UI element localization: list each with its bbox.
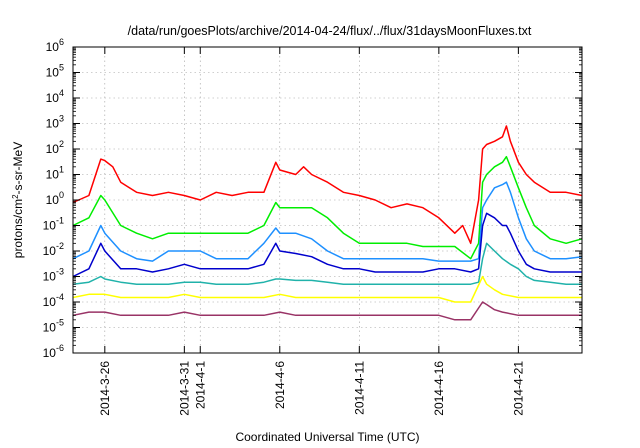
y-tick-labels: 10-610-510-410-310-210-11001011021031041… xyxy=(43,37,64,360)
y-tick-exponent: 2 xyxy=(59,139,64,149)
axis-ticks xyxy=(73,46,582,354)
y-tick-base: 10 xyxy=(46,117,60,131)
y-tick-exponent: 1 xyxy=(59,165,64,175)
y-tick-base: 10 xyxy=(43,244,57,258)
y-tick-label: 10-2 xyxy=(43,241,64,258)
y-tick-base: 10 xyxy=(43,346,57,360)
series-line-3 xyxy=(72,181,583,262)
y-tick-base: 10 xyxy=(46,66,60,80)
y-axis-label-base: protons/cm xyxy=(11,199,25,258)
series-line-1 xyxy=(72,125,583,245)
series-lines xyxy=(72,125,583,321)
y-axis-label-sup: 2 xyxy=(11,194,20,199)
y-tick-label: 102 xyxy=(46,139,64,156)
x-axis-label: Coordinated Universal Time (UTC) xyxy=(235,430,419,444)
x-tick-label: 2014-4-6 xyxy=(273,361,287,409)
y-tick-label: 10-5 xyxy=(43,318,64,335)
y-axis-label: protons/cm2-s-sr-MeV xyxy=(11,142,26,258)
y-tick-base: 10 xyxy=(43,321,57,335)
y-tick-exponent: -3 xyxy=(56,267,64,277)
y-tick-exponent: -4 xyxy=(56,292,64,302)
y-tick-base: 10 xyxy=(46,142,60,156)
x-tick-labels: 2014-3-26 2014-3-31 2014-4-1 2014-4-6 2014-4… xyxy=(98,361,526,416)
y-tick-label: 103 xyxy=(46,114,64,131)
y-tick-base: 10 xyxy=(43,219,57,233)
x-tick-label: 2014-3-26 xyxy=(98,361,112,416)
series-line-4 xyxy=(72,212,582,278)
y-tick-exponent: 5 xyxy=(59,63,64,73)
series-line-7 xyxy=(72,301,582,321)
x-tick-label: 2014-3-31 xyxy=(177,361,191,416)
y-tick-exponent: 6 xyxy=(59,37,64,47)
y-tick-label: 10-3 xyxy=(43,267,64,284)
y-tick-label: 104 xyxy=(46,88,64,105)
series-line-5 xyxy=(72,242,582,285)
y-tick-exponent: 0 xyxy=(59,190,64,200)
chart-title: /data/run/goesPlots/archive/2014-04-24/f… xyxy=(128,24,532,38)
y-tick-exponent: -2 xyxy=(56,241,64,251)
y-tick-base: 10 xyxy=(43,295,57,309)
x-tick-label: 2014-4-21 xyxy=(511,361,525,416)
x-tick-label: 2014-4-11 xyxy=(352,361,366,415)
series-line-2 xyxy=(72,155,583,260)
y-tick-exponent: -1 xyxy=(56,216,64,226)
y-tick-base: 10 xyxy=(46,40,60,54)
x-tick-label: 2014-4-16 xyxy=(432,361,446,416)
y-tick-label: 101 xyxy=(46,165,64,182)
y-tick-label: 10-6 xyxy=(43,343,64,360)
y-tick-base: 10 xyxy=(46,91,60,105)
y-tick-label: 100 xyxy=(46,190,64,207)
y-tick-exponent: -5 xyxy=(56,318,64,328)
y-tick-exponent: 4 xyxy=(59,88,64,98)
y-tick-label: 10-1 xyxy=(43,216,64,233)
y-tick-base: 10 xyxy=(46,193,60,207)
y-tick-base: 10 xyxy=(46,168,60,182)
y-tick-base: 10 xyxy=(43,270,57,284)
series-line-6 xyxy=(72,275,582,303)
y-tick-exponent: -6 xyxy=(56,343,64,353)
y-axis-label-rest: -s-sr-MeV xyxy=(11,142,25,195)
y-tick-label: 106 xyxy=(46,37,64,54)
y-tick-exponent: 3 xyxy=(59,114,64,124)
y-tick-label: 105 xyxy=(46,63,64,80)
x-tick-label: 2014-4-1 xyxy=(193,361,207,409)
y-tick-label: 10-4 xyxy=(43,292,64,309)
